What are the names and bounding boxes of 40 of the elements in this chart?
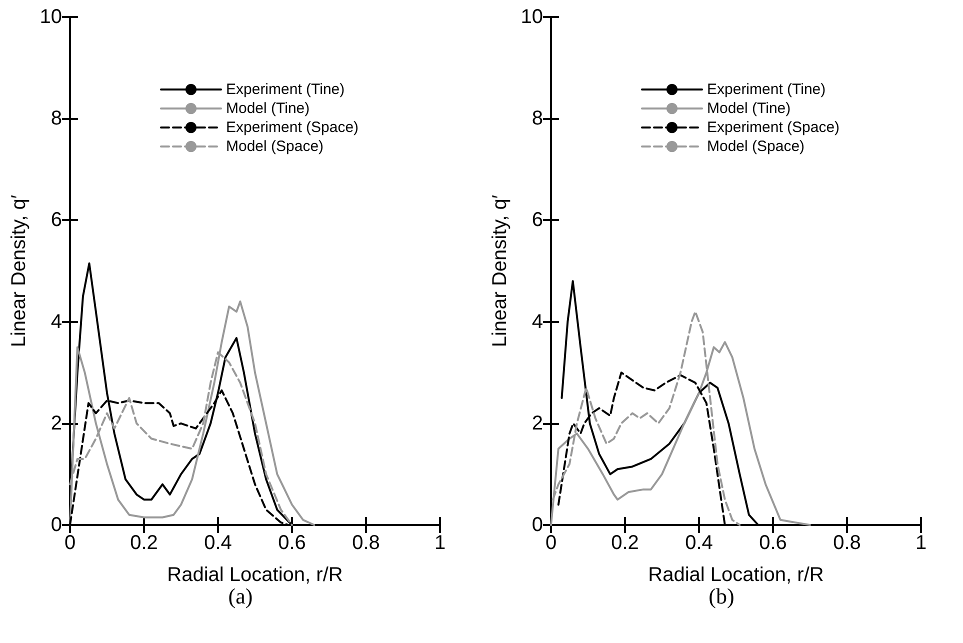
legend-label: Experiment (Space)	[707, 119, 840, 136]
y-axis-title: Linear Density, q′	[488, 194, 511, 348]
legend-label: Experiment (Space)	[226, 119, 359, 136]
y-tick-label: 6	[50, 209, 62, 232]
legend-label: Model (Tine)	[707, 100, 791, 117]
y-tick-label: 10	[520, 6, 543, 28]
y-tick-label: 4	[532, 310, 543, 333]
x-tick-label: 0.8	[833, 532, 861, 554]
y-tick-label: 6	[532, 209, 543, 232]
x-tick-label: 0.8	[352, 532, 380, 554]
x-tick-label: 1	[915, 532, 927, 554]
x-axis-title: Radial Location, r/R	[648, 564, 824, 586]
x-tick-label: 0.2	[130, 532, 158, 554]
y-tick-label: 8	[50, 108, 62, 130]
x-tick-label: 1	[434, 532, 446, 554]
x-axis-title: Radial Location, r/R	[167, 564, 343, 586]
x-tick-label: 0.4	[685, 532, 713, 554]
x-tick-label: 0.2	[611, 532, 639, 554]
y-tick-label: 2	[532, 412, 543, 434]
legend-label: Model (Tine)	[226, 100, 310, 117]
x-tick-label: 0	[545, 532, 557, 554]
x-tick-label: 0.6	[759, 532, 787, 554]
legend-label: Experiment (Tine)	[226, 81, 345, 98]
x-tick-label: 0	[64, 532, 76, 554]
y-tick-label: 4	[50, 310, 62, 333]
y-tick-label: 0	[50, 514, 62, 536]
text: (b)	[708, 584, 734, 608]
text: (a)	[228, 584, 253, 608]
x-tick-label: 0.4	[204, 532, 232, 554]
y-axis-title: Linear Density, q′	[8, 194, 30, 348]
line-series	[69, 300, 316, 526]
legend-label: Model (Space)	[707, 138, 805, 155]
y-tick-label: 0	[532, 514, 543, 536]
x-tick-label: 0.6	[278, 532, 306, 554]
y-tick-label: 2	[50, 412, 62, 434]
line-series	[560, 280, 760, 526]
legend-label: Experiment (Tine)	[707, 81, 826, 98]
y-tick-label: 10	[40, 6, 62, 28]
y-tick-label: 8	[532, 108, 543, 130]
legend-label: Model (Space)	[226, 138, 324, 155]
